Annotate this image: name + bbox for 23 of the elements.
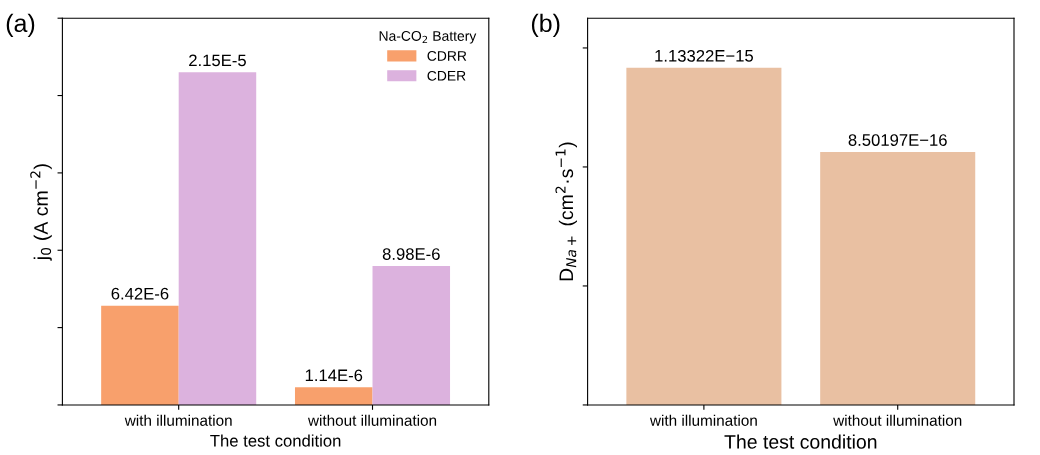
x-axis-title: The test condition — [724, 434, 877, 449]
data-label: 2.15E-5 — [189, 54, 246, 67]
data-label: 1.14E-6 — [305, 369, 363, 382]
x-tick-label: without illumination — [307, 414, 437, 426]
chart-title: (a) — [6, 13, 35, 38]
y-axis-title: j$_{0}$ (A cm$^{−2}$) — [30, 164, 52, 261]
data-label: 8.98E-6 — [382, 248, 440, 260]
chart-title: (b) — [531, 13, 560, 38]
data-label: 8.50197E−16 — [848, 134, 947, 146]
x-axis-title: The test condition — [210, 434, 341, 447]
legend-title: Na-CO$_{2}$ Battery — [379, 31, 477, 44]
data-label: 1.13322E−15 — [655, 49, 754, 62]
x-tick-label: without illumination — [833, 414, 962, 426]
bar — [372, 266, 451, 405]
data-label: 6.42E-6 — [111, 287, 169, 300]
y-axis-title: D$_{Na+}$ (cm$^{2}$·s$^{−1}$) — [555, 142, 577, 281]
bar — [101, 305, 179, 405]
legend-label: CDRR — [427, 50, 467, 61]
legend-label: CDER — [427, 70, 466, 81]
bar — [294, 387, 373, 405]
x-tick-label: with illumination — [124, 414, 232, 426]
x-tick-label: with illumination — [649, 414, 757, 426]
bar — [178, 72, 257, 405]
